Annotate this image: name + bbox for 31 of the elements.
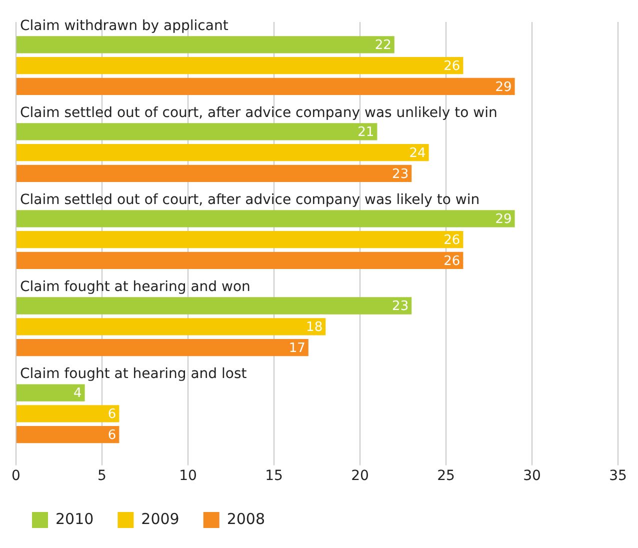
data-label: 6 bbox=[108, 428, 116, 443]
data-label: 29 bbox=[495, 80, 512, 95]
x-tick-label: 15 bbox=[265, 468, 283, 484]
y-tick-label: Claim withdrawn by applicant bbox=[20, 18, 229, 34]
y-tick-label: Claim fought at hearing and won bbox=[20, 278, 250, 295]
data-label: 22 bbox=[374, 38, 392, 54]
x-tick-label: 0 bbox=[12, 468, 20, 484]
x-tick-label: 5 bbox=[98, 468, 106, 484]
x-tick-label: 10 bbox=[179, 468, 197, 484]
data-label: 21 bbox=[358, 125, 374, 140]
data-label: 23 bbox=[392, 299, 409, 314]
data-label: 26 bbox=[444, 232, 460, 248]
data-label: 23 bbox=[392, 166, 409, 182]
y-tick-label: Claim settled out of court, after advice company was unlikely to win bbox=[20, 104, 498, 121]
x-tick-label: 20 bbox=[351, 468, 369, 484]
legend-label: 2010 bbox=[56, 510, 94, 528]
data-label: 6 bbox=[108, 407, 116, 422]
legend-label: 2008 bbox=[226, 510, 266, 528]
x-tick-label: 25 bbox=[437, 468, 455, 484]
data-label: 29 bbox=[495, 212, 512, 228]
x-tick-label: 30 bbox=[523, 468, 541, 484]
data-label: 26 bbox=[444, 254, 460, 269]
data-label: 4 bbox=[74, 386, 82, 402]
data-label: 18 bbox=[306, 320, 323, 336]
data-label: 26 bbox=[444, 58, 460, 74]
legend-label: 2009 bbox=[141, 510, 180, 528]
x-tick-label: 35 bbox=[609, 468, 627, 484]
y-tick-label: Claim settled out of court, after advice company was likely to win bbox=[20, 192, 480, 208]
data-label: 17 bbox=[288, 340, 306, 356]
y-tick-label: Claim fought at hearing and lost bbox=[20, 366, 248, 382]
data-label: 24 bbox=[409, 146, 426, 161]
